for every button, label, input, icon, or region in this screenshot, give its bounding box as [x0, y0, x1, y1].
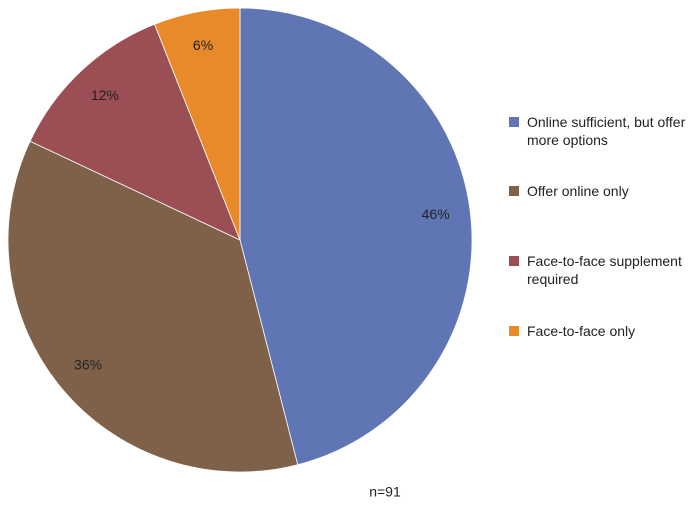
- legend-swatch: [509, 117, 519, 127]
- legend-label: Offer online only: [527, 183, 629, 199]
- legend-entry: Face-to-face only: [509, 322, 689, 340]
- annotation: n=91: [369, 484, 401, 500]
- legend-label: Online sufficient, but offer more option…: [527, 114, 686, 148]
- pie-slice: [7, 140, 299, 473]
- pie-slice: [154, 7, 241, 241]
- legend-swatch: [509, 186, 519, 196]
- legend-label: Face-to-face only: [527, 323, 636, 339]
- data-label: 12%: [91, 87, 119, 103]
- data-label: 46%: [422, 206, 450, 222]
- legend-entry: Offer online only: [509, 182, 689, 200]
- legend-label: Face-to-face supplement required: [527, 253, 682, 287]
- data-label: 6%: [193, 37, 213, 53]
- data-label: 36%: [74, 356, 102, 372]
- legend-entry: Face-to-face supplement required: [509, 252, 689, 288]
- legend-entry: Online sufficient, but offer more option…: [509, 113, 689, 149]
- legend-swatch: [509, 326, 519, 336]
- legend-swatch: [509, 256, 519, 266]
- pie-slice: [239, 7, 473, 466]
- pie-slice: [29, 23, 241, 241]
